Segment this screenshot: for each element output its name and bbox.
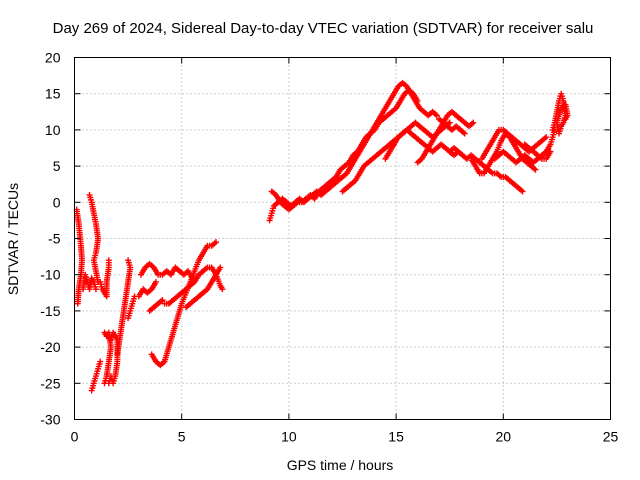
data-point: [446, 119, 453, 126]
data-point: [92, 286, 99, 293]
y-tick-label: -30: [40, 412, 60, 428]
y-axis-label: SDTVAR / TECUs: [5, 183, 21, 295]
data-point: [562, 116, 569, 123]
y-tick-label: -10: [40, 267, 60, 283]
x-axis-ticks: 0 5 10 15 20 25: [71, 57, 619, 445]
data-point: [519, 188, 526, 195]
x-tick-label: 0: [71, 429, 79, 445]
data-point: [414, 97, 421, 104]
x-tick-label: 25: [603, 429, 619, 445]
x-axis-label: GPS time / hours: [287, 457, 394, 473]
data-point: [433, 112, 440, 119]
data-point: [461, 130, 468, 137]
x-tick-label: 15: [388, 429, 404, 445]
data-point: [532, 166, 539, 173]
y-tick-label: -20: [40, 339, 60, 355]
data-point: [159, 297, 166, 304]
chart-title: Day 269 of 2024, Sidereal Day-to-day VTE…: [53, 20, 594, 37]
data-point: [105, 257, 112, 264]
y-tick-label: 0: [53, 194, 61, 210]
data-point: [74, 300, 81, 307]
grid-lines: [74, 57, 611, 420]
data-point: [543, 134, 550, 141]
y-axis-ticks: -30 -25 -20 -15 -10 -5 0 5 10 15 20: [40, 50, 611, 428]
y-tick-label: -5: [48, 231, 61, 247]
data-point: [547, 148, 554, 155]
data-point: [125, 257, 132, 264]
y-tick-label: -15: [40, 303, 60, 319]
data-points: [73, 79, 571, 394]
data-point: [152, 278, 159, 285]
y-tick-label: -25: [40, 375, 60, 391]
data-point: [219, 286, 226, 293]
data-point: [105, 380, 112, 387]
y-tick-label: 5: [53, 158, 61, 174]
data-point: [97, 358, 104, 365]
x-tick-label: 5: [178, 429, 186, 445]
x-tick-label: 20: [496, 429, 512, 445]
data-point: [217, 264, 224, 271]
y-tick-label: 20: [45, 50, 61, 66]
data-point: [470, 119, 477, 126]
y-tick-label: 15: [45, 86, 61, 102]
data-point: [213, 239, 220, 246]
x-tick-label: 10: [281, 429, 297, 445]
y-tick-label: 10: [45, 122, 61, 138]
